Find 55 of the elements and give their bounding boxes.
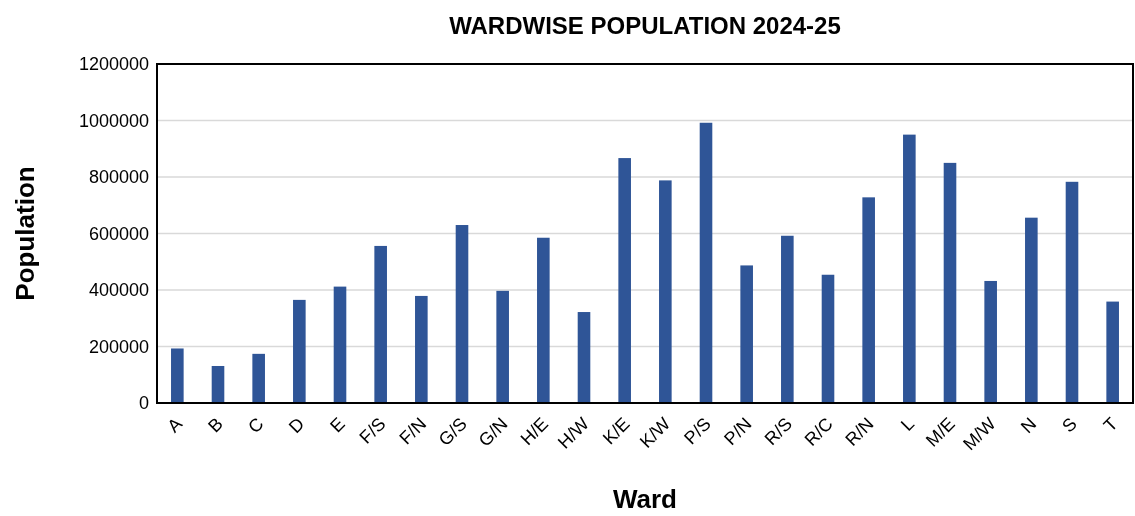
x-tick-label: B [204, 413, 227, 437]
x-tick-label: G/S [434, 413, 471, 450]
x-tick-label: F/N [395, 413, 431, 449]
x-tick-label: A [163, 413, 187, 437]
x-tick-label: C [244, 413, 268, 438]
y-axis-title: Population [10, 166, 40, 301]
bar [862, 197, 875, 403]
bar [374, 245, 387, 403]
bar [415, 295, 428, 403]
bar [903, 134, 916, 403]
bar [171, 348, 184, 403]
bar [293, 299, 306, 403]
x-tick-label: L [896, 413, 919, 435]
bar [984, 280, 997, 403]
bar [781, 235, 794, 403]
bar [699, 122, 713, 403]
chart-title: WARDWISE POPULATION 2024-25 [449, 12, 841, 39]
x-tick-label: F/S [355, 413, 390, 448]
x-tick-label: S [1058, 413, 1081, 437]
bar [333, 286, 347, 403]
x-tick-label: T [1099, 413, 1122, 436]
y-tick-label: 1000000 [78, 110, 149, 131]
x-tick-label: R/S [760, 413, 797, 450]
x-tick-label: N [1016, 413, 1041, 438]
bar [252, 353, 265, 403]
bar [577, 312, 591, 403]
x-tick-label: D [284, 413, 309, 438]
x-tick-label: R/N [841, 413, 878, 450]
bar [1065, 181, 1079, 403]
y-tick-label: 800000 [88, 167, 149, 188]
bar [618, 158, 631, 403]
bar [496, 290, 509, 403]
y-tick-label: 0 [138, 393, 149, 414]
x-tick-label: K/E [598, 413, 634, 449]
bar [740, 265, 753, 403]
bar [537, 237, 550, 403]
bar [821, 274, 835, 403]
x-tick-label: P/N [720, 413, 756, 450]
y-tick-label: 600000 [88, 223, 149, 244]
y-tick-label: 200000 [88, 336, 149, 357]
y-tick-label: 400000 [88, 280, 149, 301]
bar [1025, 217, 1038, 403]
bar [943, 162, 957, 403]
bar [659, 180, 672, 403]
bar [455, 225, 469, 403]
bar [1106, 301, 1119, 403]
x-tick-label: M/E [922, 413, 959, 451]
x-tick-label: H/E [516, 413, 553, 450]
bar [211, 365, 225, 403]
x-tick-label: E [326, 413, 349, 437]
x-tick-label: G/N [474, 413, 512, 451]
x-tick-label: R/C [800, 413, 837, 450]
x-tick-label: P/S [680, 413, 715, 449]
x-axis-title: Ward [612, 484, 678, 514]
y-tick-label: 1200000 [78, 54, 149, 75]
